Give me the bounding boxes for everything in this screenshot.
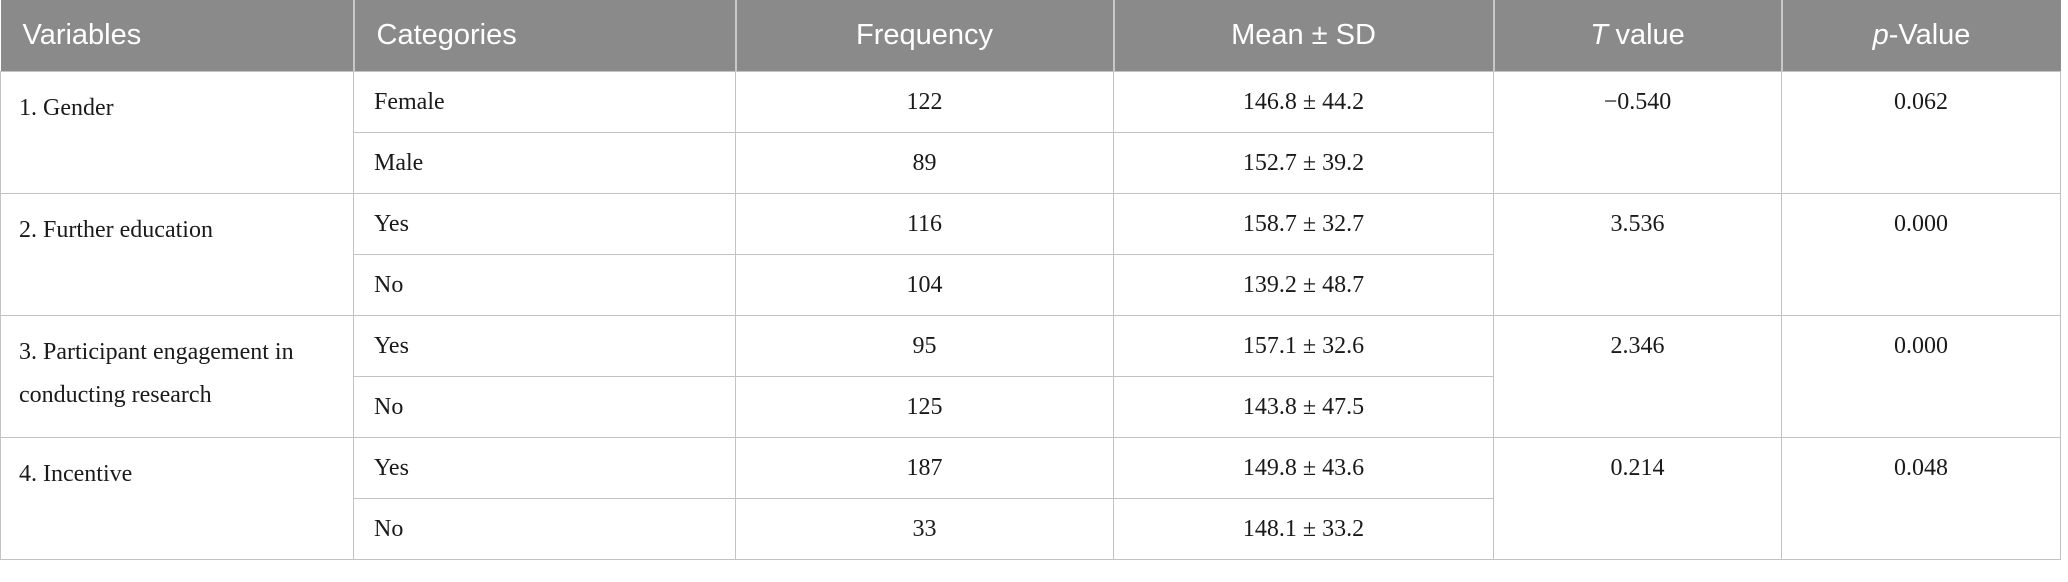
mean-sd-cell: 139.2 ± 48.7: [1113, 254, 1494, 316]
frequency-cell: 116: [735, 193, 1114, 255]
mean-sd-cell: 148.1 ± 33.2: [1113, 498, 1494, 560]
column-header-variables: Variables: [0, 0, 354, 72]
category-cell: Yes: [353, 437, 736, 499]
p-italic: p: [1872, 19, 1889, 51]
category-cell: Yes: [353, 193, 736, 255]
frequency-cell: 104: [735, 254, 1114, 316]
category-cell: Yes: [353, 315, 736, 377]
category-cell: No: [353, 254, 736, 316]
header-row: Variables Categories Frequency Mean ± SD…: [0, 0, 2061, 72]
frequency-cell: 89: [735, 132, 1114, 194]
table-row: No 33 148.1 ± 33.2: [1, 498, 2061, 560]
p-value-cell: 0.000: [1781, 193, 2061, 316]
p-value-cell: 0.062: [1781, 71, 2061, 194]
mean-sd-cell: 149.8 ± 43.6: [1113, 437, 1494, 499]
p-value-cell: 0.000: [1781, 315, 2061, 438]
column-header-frequency: Frequency: [734, 0, 1114, 72]
variable-cell: 1. Gender: [0, 71, 354, 194]
frequency-cell: 187: [735, 437, 1114, 499]
mean-sd-cell: 146.8 ± 44.2: [1113, 71, 1494, 133]
frequency-cell: 122: [735, 71, 1114, 133]
t-value-cell: 2.346: [1493, 315, 1782, 438]
t-rest: value: [1615, 19, 1685, 51]
table-row: Male 89 152.7 ± 39.2: [1, 132, 2061, 194]
t-value-cell: −0.540: [1493, 71, 1782, 194]
statistics-table-region: Variables Categories Frequency Mean ± SD…: [0, 0, 2061, 560]
frequency-cell: 125: [735, 376, 1114, 438]
table-row: 1. Gender Female 122 146.8 ± 44.2 −0.540…: [0, 71, 2061, 194]
table-row: 4. Incentive Yes 187 149.8 ± 43.6 0.214 …: [0, 437, 2061, 560]
column-header-p-value: p-Value: [1780, 0, 2061, 72]
t-italic: T: [1590, 19, 1608, 51]
table-row: No 125 143.8 ± 47.5: [1, 376, 2061, 438]
table-row: No 104 139.2 ± 48.7: [1, 254, 2061, 316]
p-rest: -Value: [1888, 19, 1971, 51]
table-body: 1. Gender Female 122 146.8 ± 44.2 −0.540…: [0, 71, 2061, 560]
mean-sd-cell: 158.7 ± 32.7: [1113, 193, 1494, 255]
category-cell: Female: [353, 71, 736, 133]
variable-cell: 3. Participant engagement in conducting …: [0, 315, 354, 438]
frequency-cell: 95: [735, 315, 1114, 377]
t-value-cell: 0.214: [1493, 437, 1782, 560]
variable-cell: 4. Incentive: [0, 437, 354, 560]
variable-cell: 2. Further education: [0, 193, 354, 316]
category-cell: No: [353, 498, 736, 560]
column-header-mean-sd: Mean ± SD: [1112, 0, 1494, 72]
mean-sd-cell: 152.7 ± 39.2: [1113, 132, 1494, 194]
category-cell: Male: [353, 132, 736, 194]
frequency-cell: 33: [735, 498, 1114, 560]
mean-sd-cell: 143.8 ± 47.5: [1113, 376, 1494, 438]
table-row: 3. Participant engagement in conducting …: [0, 315, 2061, 438]
statistics-table: Variables Categories Frequency Mean ± SD…: [0, 0, 2061, 560]
mean-sd-cell: 157.1 ± 32.6: [1113, 315, 1494, 377]
column-header-categories: Categories: [352, 0, 736, 72]
category-cell: No: [353, 376, 736, 438]
p-value-cell: 0.048: [1781, 437, 2061, 560]
table-header: Variables Categories Frequency Mean ± SD…: [0, 0, 2061, 72]
t-value-cell: 3.536: [1493, 193, 1782, 316]
table-row: 2. Further education Yes 116 158.7 ± 32.…: [0, 193, 2061, 316]
